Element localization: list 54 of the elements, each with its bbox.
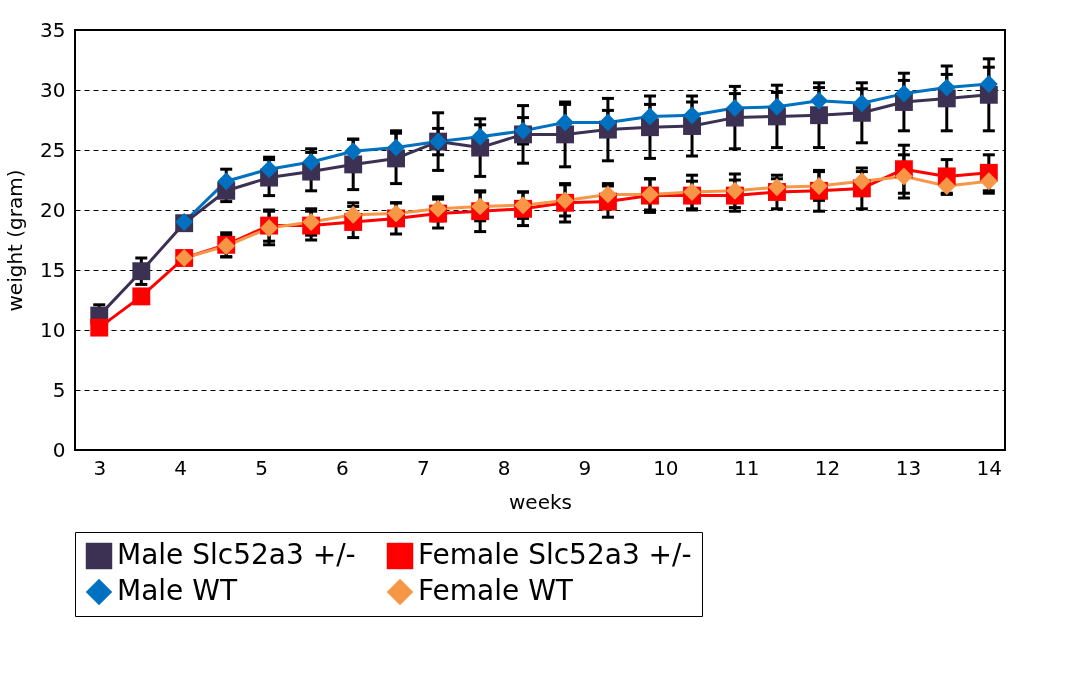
point [937,177,956,195]
x-tick-label: 3 [93,455,107,480]
y-tick-label: 30 [40,77,66,102]
legend-label: Female Slc52a3 +/- [418,538,692,571]
x-tick-label: 5 [255,455,268,480]
point [894,84,913,103]
x-tick-label: 11 [733,455,760,480]
legend-label: Male WT [117,574,238,607]
point [132,287,151,306]
point [810,91,828,110]
point [768,97,786,116]
point [937,78,956,97]
x-tick-label: 13 [895,455,922,480]
y-axis-title: weight (gram) [3,169,28,312]
y-tick-label: 20 [40,197,66,222]
point [556,113,575,132]
y-tick-label: 15 [40,257,66,282]
x-tick-label: 7 [416,455,430,480]
point [344,155,363,174]
point [979,75,998,93]
y-tick-label: 35 [40,17,66,42]
point [90,318,109,337]
x-axis-title: weeks [509,489,572,514]
point [598,185,617,204]
point [810,106,828,125]
x-tick-label: 4 [174,455,187,480]
y-tick-label: 0 [52,437,66,462]
point [683,106,701,125]
point [683,183,701,201]
point [810,177,828,195]
point [514,121,532,140]
point [894,167,913,186]
x-tick-label: 9 [578,455,592,480]
y-tick-label: 5 [52,377,66,402]
x-tick-label: 6 [336,455,349,480]
y-tick-label: 25 [40,137,66,162]
legend-label: Male Slc52a3 +/- [117,538,356,571]
point [598,113,617,132]
point [302,213,321,231]
x-tick-label: 8 [497,455,511,480]
point [725,181,744,200]
point [217,172,236,191]
legend-label: Female WT [418,574,574,607]
point [725,99,744,117]
x-tick-label: 10 [653,455,679,480]
point [641,107,659,126]
point [471,127,490,146]
point [387,138,405,157]
point [852,94,871,113]
x-tick-label: 14 [976,455,1003,480]
point [471,197,490,216]
x-tick-label: 12 [814,455,841,480]
point [132,262,151,281]
y-tick-label: 10 [40,317,66,342]
